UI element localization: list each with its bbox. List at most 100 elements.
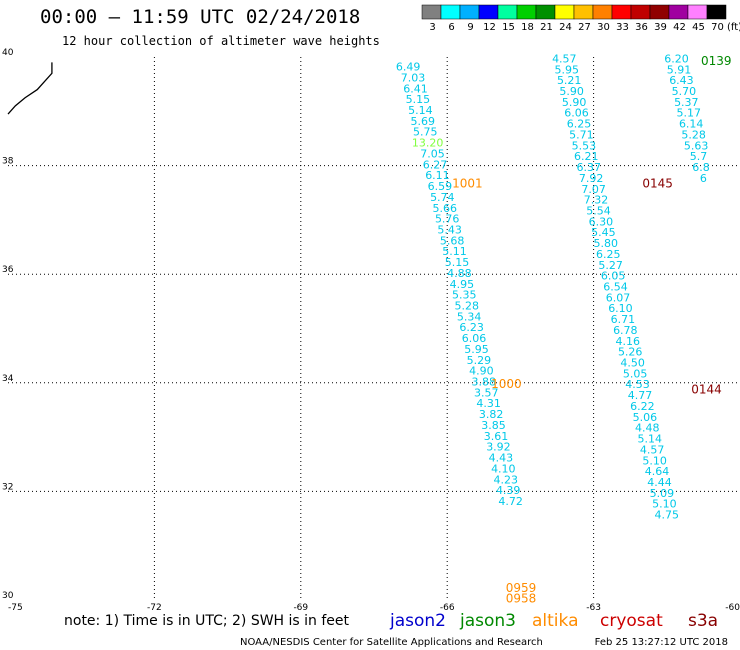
axes: -75 -72 -69 -66 -63 -60 30 32 34 36 38 40 bbox=[2, 48, 740, 613]
wave-height-point: 5.91 bbox=[667, 63, 692, 76]
x-tick-label: -66 bbox=[440, 603, 455, 613]
wave-height-point: 4.75 bbox=[655, 509, 680, 522]
wave-height-point: 4.39 bbox=[496, 484, 521, 497]
chart-subtitle: 12 hour collection of altimeter wave hei… bbox=[62, 34, 380, 48]
wave-height-point: 5.35 bbox=[452, 289, 477, 302]
scale-swatch bbox=[535, 4, 556, 20]
scale-swatch bbox=[630, 4, 651, 20]
wave-height-point: 5.26 bbox=[618, 346, 643, 359]
wave-height-point: 5.10 bbox=[642, 454, 667, 467]
x-tick-label: -63 bbox=[586, 603, 601, 613]
wave-height-point: 6.49 bbox=[396, 61, 421, 74]
wave-height-point: 5.11 bbox=[442, 245, 467, 258]
wave-height-point: 6.25 bbox=[596, 248, 621, 261]
wave-height-point: 5.45 bbox=[591, 226, 616, 239]
satellite-legend-altika: altika bbox=[532, 611, 579, 631]
satellite-legend-s3a: s3a bbox=[688, 611, 718, 631]
footer: note: 1) Time is in UTC; 2) SWH is in fe… bbox=[64, 611, 728, 648]
pass-time-label: 0145 bbox=[642, 176, 673, 190]
scale-swatch bbox=[554, 4, 575, 20]
pass-time-label: 0144 bbox=[691, 383, 722, 397]
scale-label: 9 bbox=[467, 22, 473, 33]
footer-credit: NOAA/NESDIS Center for Satellite Applica… bbox=[240, 637, 543, 648]
wave-height-point: 5.34 bbox=[457, 310, 482, 323]
wave-height-point: 6.59 bbox=[428, 180, 453, 193]
wave-height-point: 4.48 bbox=[635, 422, 660, 435]
satellite-legend-jason3: jason3 bbox=[459, 611, 516, 631]
wave-height-point: 5.15 bbox=[406, 93, 431, 106]
scale-label: 6 bbox=[448, 22, 454, 33]
wave-height-point: 5.90 bbox=[559, 85, 584, 98]
wave-height-point: 4.16 bbox=[616, 335, 641, 348]
wave-height-point: 7.32 bbox=[584, 194, 609, 207]
coastline bbox=[7, 62, 53, 115]
wave-height-point: 5.66 bbox=[433, 202, 458, 215]
wave-height-point: 6.07 bbox=[606, 291, 631, 304]
x-tick-label: -72 bbox=[147, 603, 162, 613]
wave-height-point: 5.17 bbox=[677, 107, 702, 120]
wave-height-point: 4.57 bbox=[552, 52, 577, 65]
wave-height-points: 6.497.036.415.155.145.695.7513.207.056.2… bbox=[396, 52, 710, 521]
wave-height-point: 4.90 bbox=[469, 365, 494, 378]
x-tick-label: -69 bbox=[293, 603, 308, 613]
wave-height-point: 5.28 bbox=[454, 299, 479, 312]
wave-height-point: 5.29 bbox=[467, 354, 492, 367]
wave-height-point: 6.05 bbox=[601, 270, 626, 283]
wave-height-point: 6.41 bbox=[403, 82, 428, 95]
wave-height-point: 5.27 bbox=[598, 259, 623, 272]
wave-height-point: 5.14 bbox=[637, 433, 662, 446]
wave-height-point: 5.70 bbox=[672, 85, 697, 98]
wave-height-point: 4.72 bbox=[498, 495, 523, 508]
wave-height-point: 5.75 bbox=[413, 126, 438, 139]
wave-height-point: 6.06 bbox=[564, 107, 589, 120]
scale-swatch bbox=[421, 4, 442, 20]
scale-label: 33 bbox=[616, 22, 629, 33]
wave-height-point: 5.90 bbox=[562, 96, 587, 109]
footer-note: note: 1) Time is in UTC; 2) SWH is in fe… bbox=[64, 613, 350, 629]
y-tick-label: 40 bbox=[2, 48, 14, 58]
y-tick-label: 38 bbox=[2, 157, 14, 167]
wave-height-point: 3.92 bbox=[486, 441, 511, 454]
scale-swatch bbox=[668, 4, 689, 20]
scale-label: 15 bbox=[502, 22, 515, 33]
wave-height-point: 5.10 bbox=[652, 498, 677, 511]
scale-label: 45 bbox=[692, 22, 705, 33]
wave-height-point: 5.54 bbox=[586, 204, 611, 217]
scale-label: 3 bbox=[429, 22, 435, 33]
grid bbox=[8, 57, 740, 600]
wave-height-point: 5.09 bbox=[650, 487, 675, 500]
wave-height-point: 4.88 bbox=[447, 267, 472, 280]
scale-label: 42 bbox=[673, 22, 686, 33]
wave-height-point: 6.25 bbox=[567, 118, 592, 131]
wave-height-point: 3.57 bbox=[474, 386, 499, 399]
wave-height-point: 6.10 bbox=[608, 302, 633, 315]
wave-height-point: 6.27 bbox=[423, 158, 448, 171]
wave-height-point: 4.31 bbox=[476, 397, 501, 410]
wave-height-point: 6.8 bbox=[692, 161, 710, 174]
wave-height-point: 3.88 bbox=[472, 376, 497, 389]
wave-height-point: 5.7 bbox=[690, 150, 708, 163]
wave-height-point: 6.22 bbox=[630, 400, 655, 413]
wave-height-point: 5.95 bbox=[555, 63, 580, 76]
pass-time-label: 0959 bbox=[506, 581, 537, 595]
scale-label: 12 bbox=[483, 22, 496, 33]
wave-height-point: 7.92 bbox=[579, 172, 604, 185]
wave-height-point: 5.43 bbox=[437, 223, 462, 236]
y-tick-label: 34 bbox=[2, 374, 14, 384]
y-tick-label: 32 bbox=[2, 482, 13, 492]
pass-time-label: 0139 bbox=[701, 54, 732, 68]
coastline-path bbox=[7, 62, 53, 115]
pass-time-label: 1000 bbox=[491, 377, 522, 391]
wave-height-point: 4.50 bbox=[620, 357, 645, 370]
scale-label: 24 bbox=[559, 22, 572, 33]
wave-height-point: 7.07 bbox=[581, 183, 606, 196]
wave-height-point: 6.30 bbox=[589, 215, 614, 228]
wave-height-point: 5.71 bbox=[569, 128, 594, 141]
scale-swatch bbox=[706, 4, 727, 20]
scale-swatch bbox=[478, 4, 499, 20]
wave-height-point: 4.44 bbox=[647, 476, 672, 489]
wave-height-point: 6.54 bbox=[603, 280, 628, 293]
